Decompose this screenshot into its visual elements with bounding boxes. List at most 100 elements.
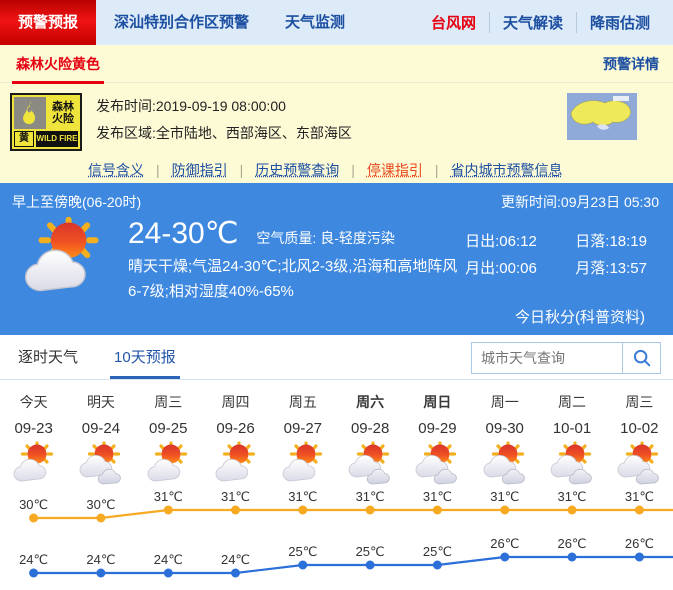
nav-link[interactable]: 台风网	[430, 15, 476, 32]
solar-term-link[interactable]: 今日秋分(科普资料)	[515, 309, 645, 326]
forecast-weather-icon	[0, 441, 67, 491]
svg-text:31℃: 31℃	[625, 491, 654, 504]
svg-text:31℃: 31℃	[154, 491, 183, 504]
tab-ten-day-forecast[interactable]: 10天预报	[110, 346, 180, 379]
forecast-date: 09-30	[485, 420, 524, 437]
svg-text:31℃: 31℃	[288, 491, 317, 504]
forecast-weather-icon	[135, 441, 202, 491]
warning-quick-link[interactable]: 停课指引	[366, 162, 423, 178]
active-tab-underline	[12, 80, 104, 84]
nav-tab[interactable]: 预警预报	[0, 0, 97, 45]
moonset-time: 月落:13:57	[575, 260, 647, 277]
warning-tab-row: 森林火险黄色 预警详情	[0, 45, 673, 84]
warning-quick-link[interactable]: 历史预警查询	[255, 162, 340, 178]
nav-tab[interactable]: 天气监测	[285, 14, 346, 31]
forecast-date: 09-27	[283, 420, 323, 437]
forecast-period-label: 早上至傍晚(06-20时)	[12, 194, 142, 210]
nav-tab[interactable]: 深汕特别合作区预警	[114, 14, 250, 31]
flame-icon	[14, 97, 46, 129]
forecast-weather-icon	[336, 441, 403, 491]
svg-text:26℃: 26℃	[490, 536, 519, 551]
svg-text:30℃: 30℃	[86, 497, 115, 512]
forest-fire-warning-icon: 森林 火险 黄 WILD FIRE	[10, 93, 82, 151]
search-button[interactable]	[622, 343, 660, 373]
warning-tab-forest-fire[interactable]: 森林火险黄色	[12, 45, 104, 84]
nav-link[interactable]: 降雨估测	[575, 12, 663, 33]
forecast-weather-icon	[404, 441, 471, 491]
warning-level-badge: 黄	[14, 131, 34, 147]
forecast-day-name: 周四	[221, 394, 250, 410]
warning-map-thumbnail[interactable]	[567, 93, 637, 140]
air-quality: 空气质量: 良-轻度污染	[256, 230, 395, 246]
publish-time-value: 2019-09-19 08:00:00	[155, 98, 286, 114]
warning-icon-english-label: WILD FIRE	[36, 131, 78, 147]
svg-text:30℃: 30℃	[19, 497, 48, 512]
svg-text:31℃: 31℃	[423, 491, 452, 504]
warning-info: 发布时间:2019-09-19 08:00:00 发布区域:全市陆地、西部海区、…	[96, 93, 352, 151]
forecast-date: 10-01	[552, 420, 592, 437]
warning-panel: 森林火险黄色 预警详情 森林 火险 黄 WILD FIRE	[0, 45, 673, 183]
publish-area-value: 全市陆地、西部海区、东部海区	[155, 125, 352, 141]
publish-area-label: 发布区域:	[96, 125, 156, 141]
warning-icon-name-line1: 森林	[52, 101, 74, 113]
nav-link[interactable]: 天气解读	[488, 12, 576, 33]
warning-quick-link[interactable]: 信号含义	[88, 162, 144, 178]
svg-text:31℃: 31℃	[490, 491, 519, 504]
svg-text:26℃: 26℃	[625, 536, 654, 551]
forecast-icons-row	[0, 441, 673, 491]
link-separator: |	[434, 162, 439, 178]
svg-text:31℃: 31℃	[557, 491, 586, 504]
warning-quick-link[interactable]: 防御指引	[171, 162, 228, 178]
svg-text:25℃: 25℃	[288, 544, 317, 559]
forecast-dates-row: 09-23 09-24 09-25 09-26 09-27 09-28 09-29 09-30…	[0, 420, 673, 437]
forecast-day-names-row: 今天 明天 周三 周四 周五 周六 周日 周一 周二 周三	[0, 392, 673, 412]
svg-text:24℃: 24℃	[221, 552, 250, 567]
nav-tabs: 预警预报 深汕特别合作区预警 天气监测	[0, 0, 363, 45]
update-time: 更新时间:09月23日 05:30	[501, 194, 659, 210]
forecast-day-name: 周三	[154, 394, 183, 410]
forecast-weather-icon	[538, 441, 605, 491]
warning-icon-name-line2: 火险	[52, 113, 74, 125]
warning-quick-link[interactable]: 省内城市预警信息	[450, 162, 563, 178]
forecast-day-name: 明天	[86, 394, 115, 410]
svg-text:31℃: 31℃	[221, 491, 250, 504]
current-weather-panel: 早上至傍晚(06-20时) 更新时间:09月23日 05:30 24-30℃ 空…	[0, 183, 673, 335]
warning-icon-name: 森林 火险	[48, 97, 78, 129]
current-weather-icon	[14, 216, 112, 298]
forecast-weather-icon	[202, 441, 269, 491]
svg-text:25℃: 25℃	[423, 544, 452, 559]
svg-text:25℃: 25℃	[356, 544, 385, 559]
svg-text:24℃: 24℃	[86, 552, 115, 567]
forecast-date: 09-24	[81, 420, 121, 437]
warning-quick-links: 信号含义 | 防御指引 | 历史预警查询 | 停课指引 | 省内城市预警信息	[88, 160, 673, 180]
moonrise-time: 月出:00:06	[465, 260, 537, 277]
sun-moon-times: 日出:06:12 日落:18:19 月出:00:06 月落:13:57	[465, 228, 647, 282]
forecast-weather-icon	[269, 441, 336, 491]
temperature-trend-chart: 30℃ 30℃ 31℃ 31℃ 31℃ 31℃ 31℃ 31℃ 31℃ 31℃ 24℃ 24℃ 24℃ 2…	[19, 491, 673, 578]
link-separator: |	[239, 162, 244, 178]
forecast-day-name: 周三	[625, 394, 654, 410]
forecast-date: 09-23	[14, 420, 53, 437]
forecast-weather-icon	[471, 441, 538, 491]
forecast-tab-strip: 逐时天气 10天预报	[0, 335, 673, 380]
warning-detail-link[interactable]: 预警详情	[603, 55, 659, 72]
forecast-day-name: 周五	[288, 394, 317, 410]
city-search-input[interactable]	[472, 343, 622, 373]
tab-hourly-weather[interactable]: 逐时天气	[18, 349, 79, 366]
forecast-day-name: 周六	[356, 394, 385, 410]
search-icon	[633, 349, 650, 367]
sunrise-time: 日出:06:12	[465, 233, 537, 250]
nav-links: 台风网 天气解读 降雨估测	[418, 0, 673, 45]
forecast-date: 10-02	[620, 420, 659, 437]
forecast-date: 09-26	[216, 420, 255, 437]
warning-tab-label: 森林火险黄色	[16, 55, 100, 72]
svg-text:31℃: 31℃	[356, 491, 385, 504]
sunset-time: 日落:18:19	[575, 233, 647, 250]
svg-text:24℃: 24℃	[19, 552, 48, 567]
forecast-day-name: 周一	[490, 394, 519, 410]
publish-time-label: 发布时间:	[96, 98, 156, 114]
top-nav: 预警预报 深汕特别合作区预警 天气监测 台风网 天气解读 降雨估测	[0, 0, 673, 45]
svg-text:24℃: 24℃	[154, 552, 183, 567]
city-search	[471, 342, 661, 374]
